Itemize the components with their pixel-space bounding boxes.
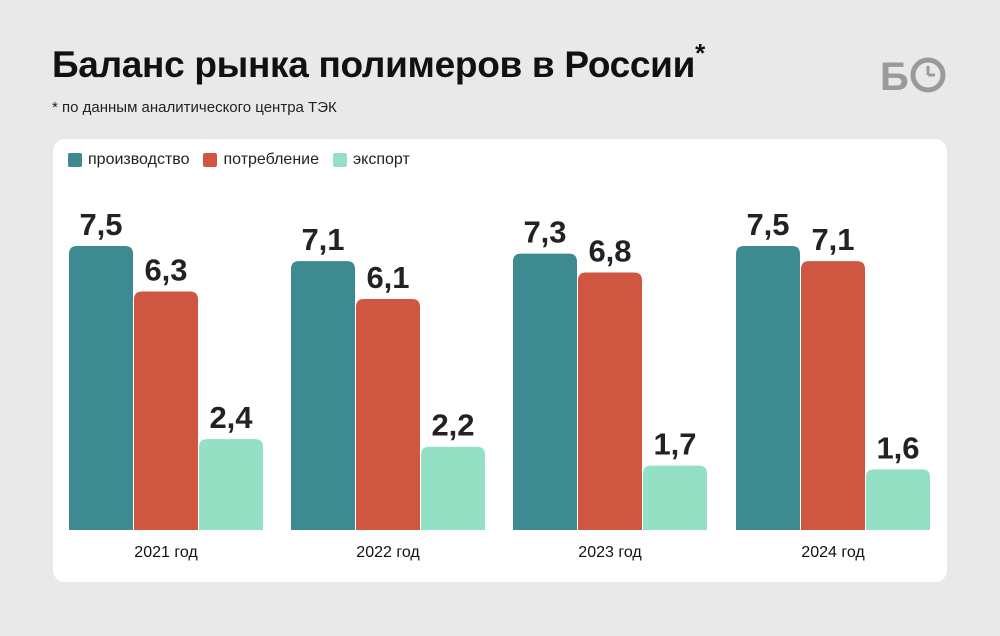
bar-export-2 — [643, 465, 707, 530]
bar-consumption-2 — [578, 272, 642, 530]
value-label-production-2: 7,3 — [523, 215, 566, 250]
bar-chart: 7,5 6,3 2,4 2021 год 7,1 6,1 2,2 2022 год 7,3 6,8… — [69, 207, 930, 561]
bar-consumption-3 — [801, 261, 865, 530]
bar-export-0 — [199, 439, 263, 530]
bar-production-1 — [291, 261, 355, 530]
bo-logo: Б — [880, 55, 946, 96]
legend: производство потребление экспорт — [68, 151, 410, 169]
value-label-production-3: 7,5 — [746, 207, 789, 242]
subtitle-footnote: * по данным аналитического центра ТЭК — [52, 99, 337, 116]
value-label-export-0: 2,4 — [209, 400, 253, 435]
value-label-production-0: 7,5 — [79, 207, 122, 242]
bar-export-3 — [866, 469, 930, 530]
value-label-export-1: 2,2 — [431, 408, 474, 443]
legend-swatch-production — [68, 153, 82, 167]
bar-consumption-0 — [134, 291, 198, 530]
legend-swatch-export — [333, 153, 347, 167]
category-label-1: 2022 год — [356, 544, 420, 561]
clock-icon — [910, 57, 946, 93]
title-footnote-mark: * — [695, 38, 705, 68]
bar-production-2 — [513, 253, 577, 530]
bar-export-1 — [421, 446, 485, 530]
legend-label-consumption: потребление — [223, 151, 319, 168]
legend-item-export: экспорт — [333, 151, 410, 169]
chart-card: производство потребление экспорт 7,5 6,3 2… — [53, 139, 947, 582]
value-label-production-1: 7,1 — [301, 222, 344, 257]
bar-production-0 — [69, 246, 133, 530]
title-text: Баланс рынка полимеров в России — [52, 44, 696, 85]
value-label-export-2: 1,7 — [653, 427, 696, 462]
bar-consumption-1 — [356, 299, 420, 530]
bar-production-3 — [736, 246, 800, 530]
value-label-export-3: 1,6 — [876, 430, 919, 465]
value-label-consumption-1: 6,1 — [366, 260, 409, 295]
category-label-2: 2023 год — [578, 544, 642, 561]
legend-item-consumption: потребление — [203, 151, 319, 169]
legend-item-production: производство — [68, 151, 189, 169]
category-label-0: 2021 год — [134, 544, 198, 561]
page-title: Баланс рынка полимеров в России* — [52, 40, 705, 86]
value-label-consumption-0: 6,3 — [144, 252, 187, 287]
legend-label-export: экспорт — [353, 151, 410, 168]
logo-text: Б — [880, 55, 909, 96]
category-label-3: 2024 год — [801, 544, 865, 561]
legend-label-production: производство — [88, 151, 190, 168]
value-label-consumption-3: 7,1 — [811, 222, 854, 257]
legend-swatch-consumption — [203, 153, 218, 167]
value-label-consumption-2: 6,8 — [588, 234, 631, 269]
